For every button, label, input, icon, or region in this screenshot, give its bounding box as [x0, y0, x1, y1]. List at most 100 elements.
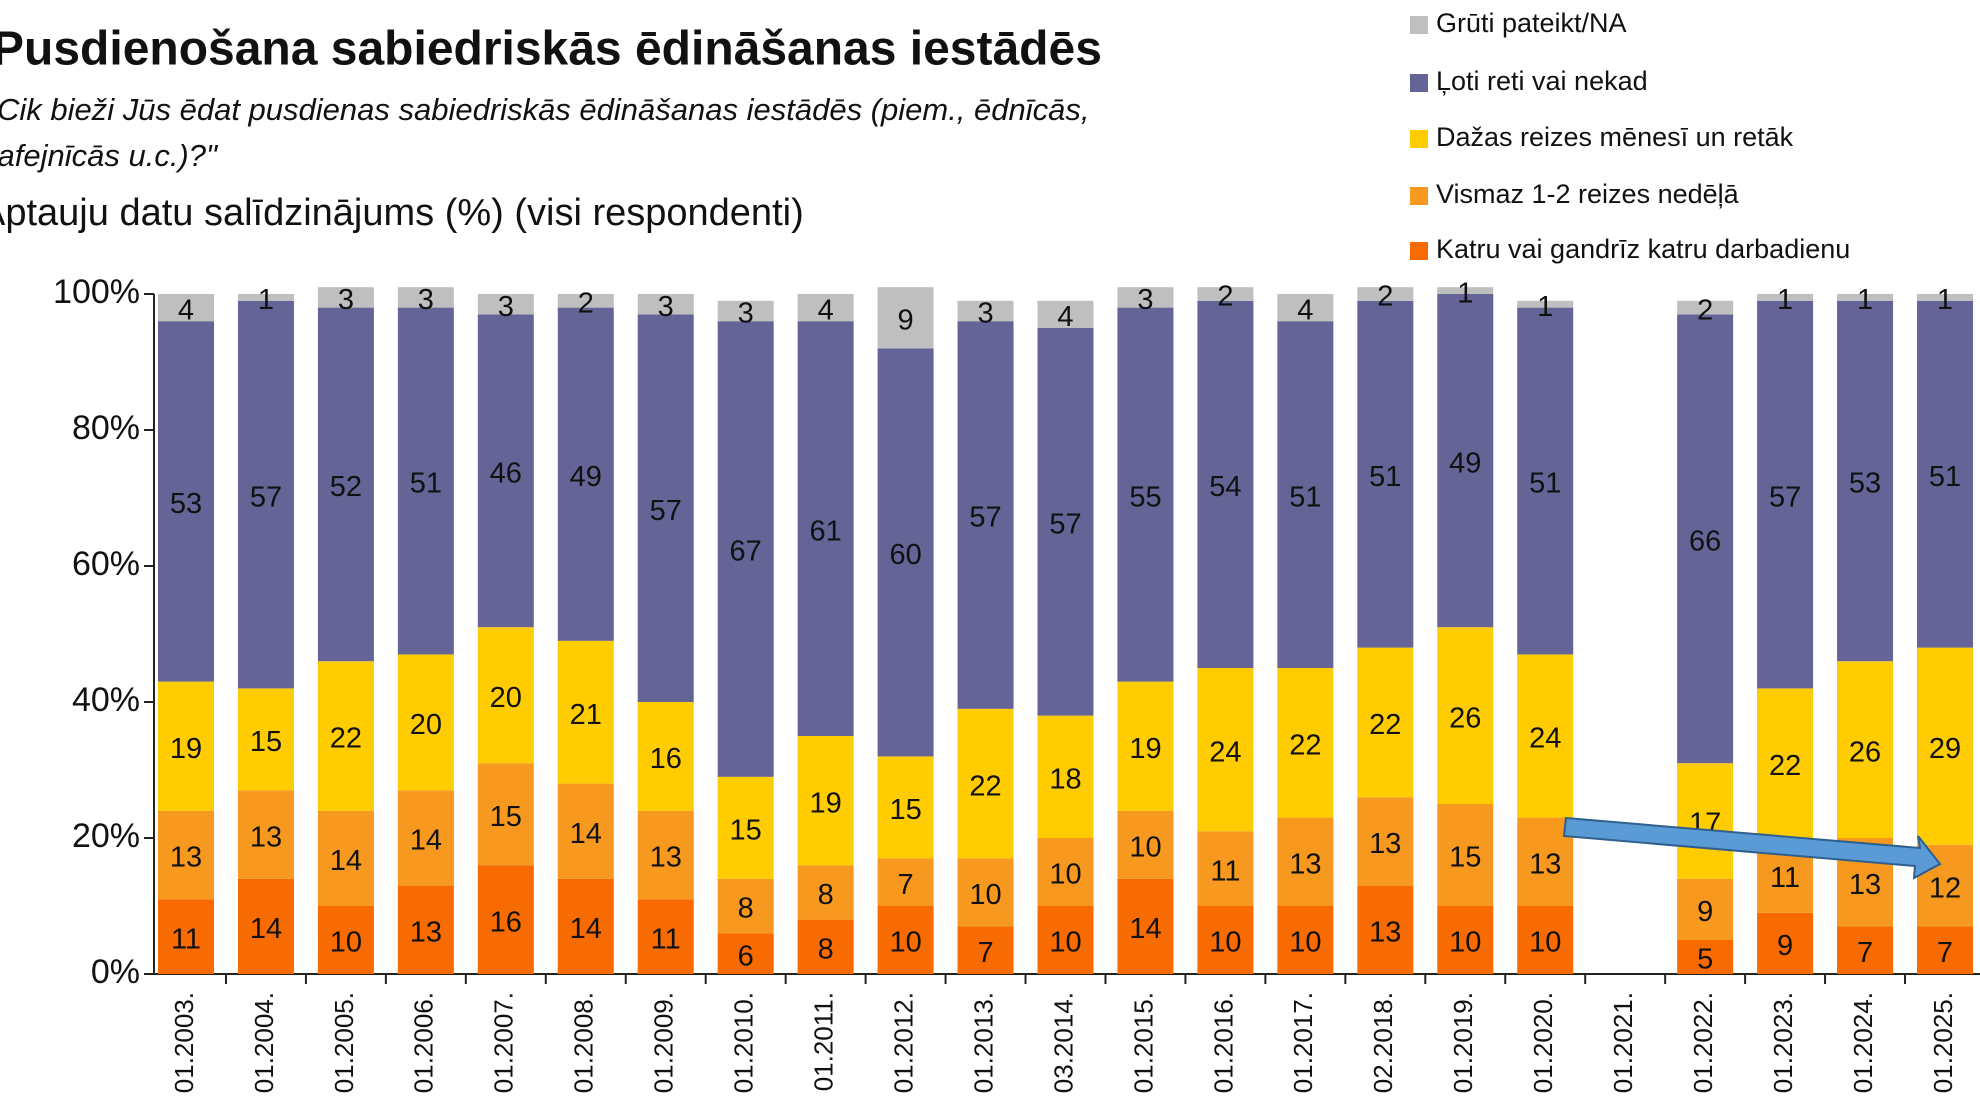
data-label: 57	[1769, 481, 1801, 513]
data-label: 13	[1369, 828, 1401, 860]
x-tick-label: 01.2022.	[1688, 992, 1718, 1093]
bar-segment	[1277, 321, 1334, 668]
data-label: 1	[1777, 284, 1793, 316]
bar-segment	[877, 756, 934, 859]
data-label: 13	[650, 842, 682, 874]
bar-segment	[1357, 885, 1414, 974]
x-tick-label: 01.2004.	[249, 992, 279, 1093]
x-tick-label: 01.2023.	[1768, 992, 1798, 1093]
bar-segment	[797, 865, 854, 920]
data-label: 10	[1529, 927, 1561, 959]
data-label: 7	[898, 869, 914, 901]
data-label: 57	[650, 495, 682, 527]
data-label: 60	[889, 539, 921, 571]
bar-segment	[1197, 287, 1254, 301]
bar-segment	[1437, 294, 1494, 628]
legend-swatch	[1410, 187, 1428, 205]
bar-segment	[397, 287, 454, 308]
bar-segment	[1357, 797, 1414, 886]
bar-segment	[957, 858, 1014, 927]
data-label: 10	[969, 879, 1001, 911]
data-label: 3	[977, 298, 993, 330]
data-label: 2	[1217, 281, 1233, 313]
x-tick-label: 01.2017.	[1288, 992, 1318, 1093]
bar-segment	[1197, 831, 1254, 906]
data-label: 13	[1849, 869, 1881, 901]
bar-segment	[158, 899, 214, 974]
data-label: 13	[1289, 848, 1321, 880]
data-label: 10	[1129, 831, 1161, 863]
bar-segment	[637, 810, 694, 900]
bar-segment	[1277, 817, 1334, 906]
bar-segment	[1677, 878, 1734, 940]
bar-segment	[637, 702, 694, 811]
bar-segment	[1037, 328, 1094, 716]
bar-segment	[237, 878, 294, 974]
data-label: 53	[170, 488, 202, 520]
bar-segment	[877, 858, 934, 906]
data-label: 5	[1697, 944, 1713, 976]
x-tick-label: 01.2013.	[968, 992, 998, 1093]
bar-segment	[1277, 668, 1334, 818]
bar-segment	[1117, 810, 1174, 879]
bar-segment	[1037, 906, 1094, 974]
bar-segment	[317, 307, 374, 662]
data-label: 57	[250, 481, 282, 513]
data-label: 1	[1537, 291, 1553, 323]
data-label: 61	[810, 515, 842, 547]
bar-segment	[1757, 688, 1814, 838]
bar-segment	[877, 348, 934, 757]
bar-segment	[397, 885, 454, 974]
data-label: 3	[738, 298, 754, 330]
data-label: 20	[490, 682, 522, 714]
bar-segment	[1677, 300, 1734, 315]
data-label: 51	[1529, 468, 1561, 500]
data-label: 12	[1929, 872, 1961, 904]
y-tick-label: 60%	[72, 545, 140, 583]
data-label: 26	[1849, 736, 1881, 768]
legend-label: Ļoti reti vai nekad	[1436, 66, 1648, 96]
bar-segment	[637, 899, 694, 974]
bar-segment	[237, 790, 294, 879]
bar-segment	[637, 294, 694, 315]
data-label: 3	[1137, 284, 1153, 316]
bar-segment	[1357, 287, 1414, 301]
data-label: 22	[1369, 709, 1401, 741]
data-label: 8	[738, 893, 754, 925]
bar-segment	[877, 287, 934, 349]
data-label: 3	[338, 284, 354, 316]
data-label: 4	[818, 294, 834, 326]
bar-segment	[557, 878, 614, 974]
data-label: 9	[1697, 896, 1713, 928]
bar-segment	[1357, 647, 1414, 798]
data-label: 6	[738, 940, 754, 972]
bar-segment	[317, 906, 374, 974]
bar-segment	[317, 810, 374, 906]
data-label: 51	[1929, 461, 1961, 493]
bar-segment	[1517, 906, 1574, 974]
bar-segment	[1357, 300, 1414, 648]
bar-segment	[637, 314, 694, 702]
bar-segment	[477, 314, 534, 628]
data-label: 14	[330, 845, 362, 877]
data-label: 55	[1129, 481, 1161, 513]
data-label: 15	[250, 726, 282, 758]
chart-title: Pusdienošana sabiedriskās ēdināšanas ies…	[0, 23, 1102, 76]
bar-segment	[797, 294, 854, 322]
data-label: 4	[1297, 294, 1313, 326]
x-tick-label: 02.2018.	[1368, 992, 1398, 1093]
subtitle: "Cik bieži Jūs ēdat pusdienas sabiedrisk…	[0, 92, 1090, 127]
bar-segment	[158, 681, 214, 811]
data-label: 10	[889, 927, 921, 959]
data-label: 2	[1377, 281, 1393, 313]
bar-segment	[1437, 906, 1494, 974]
data-label: 67	[730, 536, 762, 568]
bar-segment	[1117, 878, 1174, 974]
data-label: 10	[330, 927, 362, 959]
legend-label: Vismaz 1-2 reizes nedēļā	[1436, 179, 1740, 209]
x-tick-label: 01.2011.	[809, 992, 839, 1091]
data-label: 9	[898, 304, 914, 336]
data-label: 10	[1049, 859, 1081, 891]
